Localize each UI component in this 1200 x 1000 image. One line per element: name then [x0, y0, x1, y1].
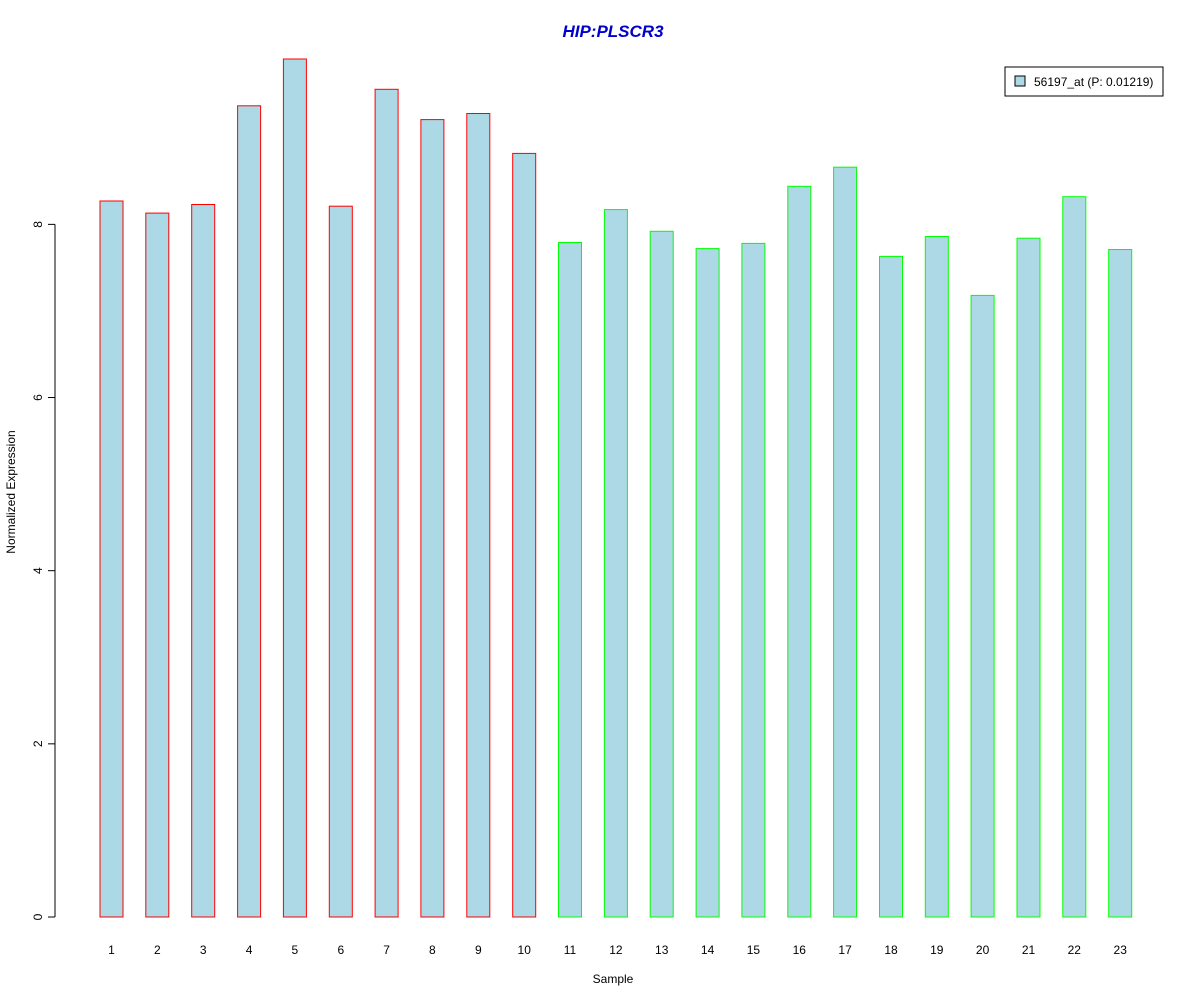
bar-sample-23 [1108, 249, 1133, 918]
bar-sample-19 [924, 236, 949, 918]
bar-sample-3 [191, 204, 216, 918]
legend: 56197_at (P: 0.01219) [1004, 66, 1164, 97]
x-tick-label: 23 [1114, 943, 1128, 957]
legend-box [1004, 66, 1164, 97]
bar-sample-22 [1062, 196, 1087, 918]
bar-sample-12 [603, 209, 628, 918]
x-tick-label: 19 [930, 943, 944, 957]
bar-sample-8 [420, 119, 445, 918]
x-axis-label: Sample [593, 972, 634, 986]
legend-label: 56197_at (P: 0.01219) [1034, 75, 1153, 89]
bar-sample-21 [1016, 237, 1041, 918]
bars-group [99, 58, 1133, 918]
x-tick-label: 5 [292, 943, 299, 957]
x-tick-label: 21 [1022, 943, 1036, 957]
x-tick-label: 13 [655, 943, 669, 957]
bar-sample-18 [879, 255, 903, 918]
bar-sample-2 [145, 212, 170, 918]
y-tick-label: 0 [31, 913, 45, 920]
bar-sample-6 [328, 205, 353, 918]
bar-sample-9 [466, 113, 491, 918]
x-tick-label: 7 [383, 943, 390, 957]
x-tick-label: 4 [246, 943, 253, 957]
x-tick-label: 20 [976, 943, 990, 957]
x-tick-label: 12 [609, 943, 623, 957]
x-tick-label: 6 [337, 943, 344, 957]
y-tick-label: 4 [31, 567, 45, 574]
bar-sample-13 [649, 230, 674, 918]
bar-sample-17 [833, 166, 858, 918]
x-tick-label: 3 [200, 943, 207, 957]
x-tick-label: 15 [747, 943, 761, 957]
bar-sample-1 [99, 200, 124, 918]
y-axis-label: Normalized Expression [4, 430, 18, 553]
x-tick-labels: 1 2 3 4 5 6 7 8 9 10 11 12 13 14 15 16 17 18 19 20 21 22 23 [108, 943, 1127, 957]
bar-sample-16 [787, 185, 812, 918]
bar-sample-11 [558, 242, 582, 918]
x-tick-label: 18 [884, 943, 898, 957]
x-tick-label: 17 [838, 943, 852, 957]
x-tick-label: 9 [475, 943, 482, 957]
bar-sample-20 [970, 294, 995, 918]
bar-sample-15 [741, 242, 766, 918]
x-tick-label: 16 [793, 943, 807, 957]
x-tick-label: 1 [108, 943, 115, 957]
bar-sample-10 [512, 152, 537, 918]
y-axis: 0 2 4 6 8 [31, 221, 56, 920]
x-tick-label: 8 [429, 943, 436, 957]
x-tick-label: 22 [1068, 943, 1082, 957]
bar-sample-4 [237, 105, 262, 918]
x-tick-label: 14 [701, 943, 715, 957]
y-tick-label: 2 [31, 740, 45, 747]
x-tick-label: 11 [564, 943, 577, 957]
bar-sample-5 [282, 58, 307, 918]
bar-sample-14 [695, 248, 720, 918]
x-tick-label: 2 [154, 943, 161, 957]
y-tick-label: 8 [31, 221, 45, 228]
x-tick-label: 10 [518, 943, 532, 957]
legend-swatch [1014, 75, 1026, 87]
y-tick-label: 6 [31, 394, 45, 401]
bar-sample-7 [374, 88, 399, 918]
chart-title: HIP:PLSCR3 [562, 22, 664, 41]
